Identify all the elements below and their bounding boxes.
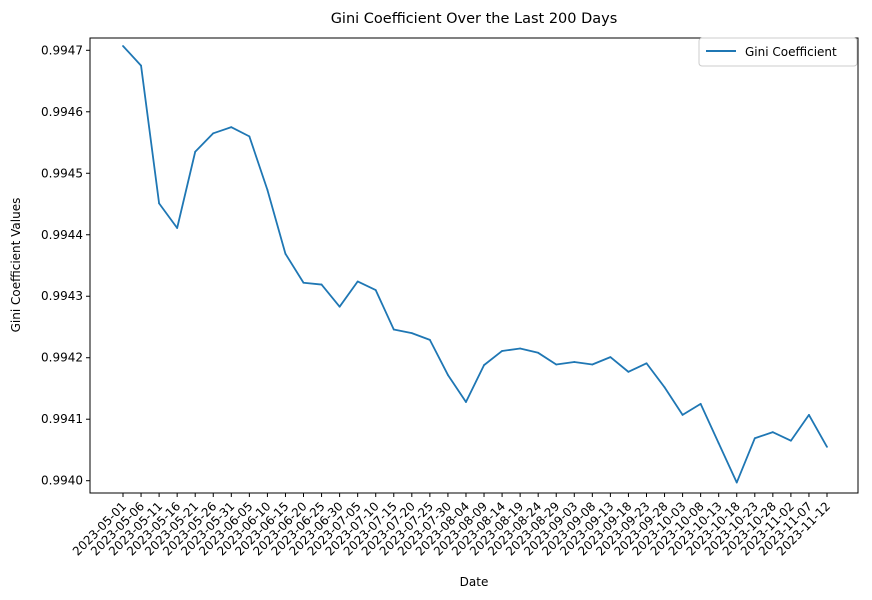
data-point (663, 386, 666, 389)
data-point (826, 445, 828, 448)
data-point (609, 356, 612, 359)
data-point (392, 328, 395, 331)
series-line-gini-coefficient (122, 45, 828, 484)
data-point (140, 64, 142, 67)
series-layer (122, 45, 828, 484)
data-point (789, 439, 792, 442)
data-point (483, 364, 485, 367)
data-point (428, 338, 431, 341)
data-point (158, 202, 161, 205)
data-point (230, 126, 233, 129)
y-tick-label: 0.9947 (41, 43, 83, 57)
y-axis: 0.9940 0.9941 0.9942 0.9943 0.9944 0.9945 0.99… (41, 43, 90, 488)
data-point (699, 402, 702, 405)
data-point (555, 363, 558, 366)
data-point (356, 280, 359, 283)
data-point (537, 351, 540, 354)
data-point (627, 370, 630, 373)
y-tick-label: 0.9942 (41, 351, 83, 365)
data-point (122, 45, 124, 47)
x-axis: 2023-05-012023-05-062023-05-112023-05-16… (70, 493, 833, 558)
legend-label: Gini Coefficient (745, 45, 837, 59)
x-axis-label: Date (460, 575, 489, 589)
y-tick-label: 0.9945 (41, 166, 83, 180)
data-point (753, 437, 756, 440)
data-point (320, 283, 323, 286)
data-point (194, 150, 197, 153)
plot-frame (89, 37, 859, 494)
data-point (735, 481, 738, 484)
data-point (248, 135, 251, 138)
y-tick-label: 0.9944 (41, 228, 83, 242)
legend: Gini Coefficient (698, 37, 858, 67)
y-tick-label: 0.9941 (41, 412, 83, 426)
data-point (591, 363, 594, 366)
y-tick-label: 0.9940 (41, 474, 83, 488)
data-point (284, 252, 287, 255)
legend-box (698, 37, 858, 67)
data-point (501, 350, 503, 352)
data-point (266, 188, 269, 191)
data-point (447, 374, 449, 376)
data-point (681, 414, 684, 416)
data-point (212, 132, 215, 135)
data-point (465, 401, 467, 403)
y-axis-label: Gini Coefficient Values (9, 198, 23, 333)
y-tick-label: 0.9943 (41, 289, 83, 303)
data-point (338, 305, 341, 308)
data-point (410, 332, 413, 335)
data-point (645, 362, 648, 365)
data-point (717, 442, 720, 445)
y-tick-label: 0.9946 (41, 105, 83, 119)
data-point (519, 347, 522, 350)
data-point (573, 361, 576, 363)
chart-title: Gini Coefficient Over the Last 200 Days (331, 11, 618, 27)
data-point (176, 227, 179, 229)
data-point (771, 431, 774, 434)
data-point (374, 289, 377, 291)
data-point (302, 281, 305, 284)
data-point (808, 414, 810, 416)
